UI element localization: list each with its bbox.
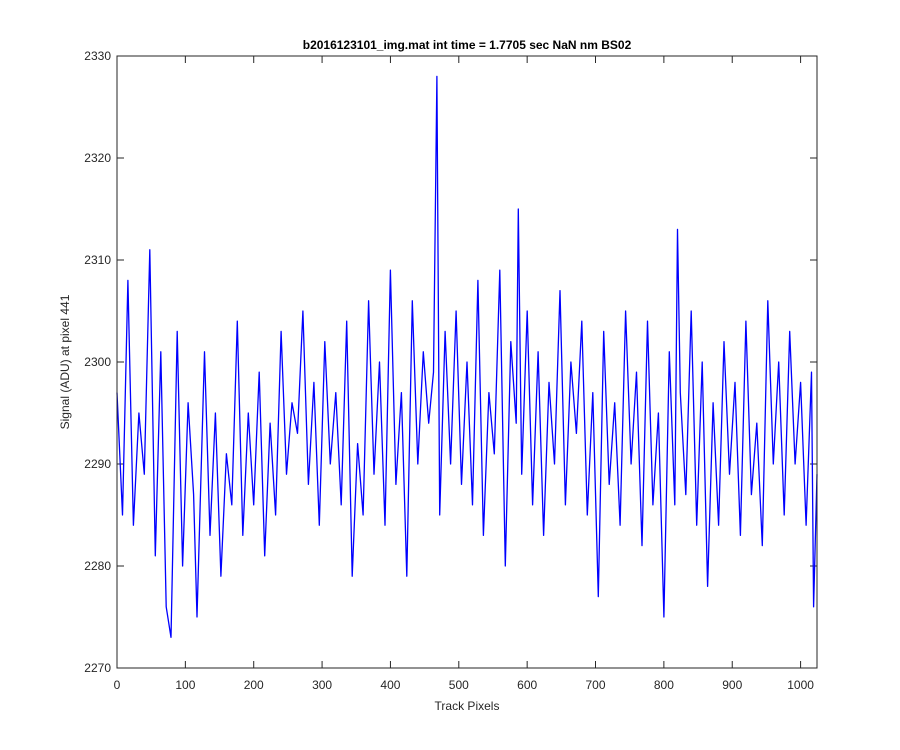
x-tick-label: 500 bbox=[449, 678, 469, 692]
y-tick-label: 2310 bbox=[84, 253, 111, 267]
axes-box bbox=[116, 55, 818, 669]
x-tick-label: 800 bbox=[654, 678, 674, 692]
x-tick-label: 0 bbox=[114, 678, 121, 692]
x-axis-label: Track Pixels bbox=[435, 699, 500, 713]
chart-title: b2016123101_img.mat int time = 1.7705 se… bbox=[303, 38, 632, 52]
x-tick-label: 700 bbox=[586, 678, 606, 692]
y-axis-ticks: 2270 2280 2290 2300 2310 2320 2330 bbox=[84, 49, 817, 675]
x-tick-label: 300 bbox=[312, 678, 332, 692]
x-tick-label: 900 bbox=[722, 678, 742, 692]
y-tick-label: 2270 bbox=[84, 661, 111, 675]
y-tick-label: 2320 bbox=[84, 151, 111, 165]
x-tick-label: 200 bbox=[244, 678, 264, 692]
y-tick-label: 2280 bbox=[84, 559, 111, 573]
x-tick-label: 1000 bbox=[787, 678, 814, 692]
series-line bbox=[116, 75, 818, 639]
y-tick-label: 2290 bbox=[84, 457, 111, 471]
y-axis-label: Signal (ADU) at pixel 441 bbox=[58, 294, 72, 429]
y-tick-label: 2330 bbox=[84, 49, 111, 63]
y-tick-label: 2300 bbox=[84, 355, 111, 369]
x-tick-label: 600 bbox=[517, 678, 537, 692]
x-tick-label: 400 bbox=[380, 678, 400, 692]
x-axis-ticks: 0 100 200 300 400 500 600 700 800 900 1000 bbox=[114, 56, 814, 692]
x-tick-label: 100 bbox=[175, 678, 195, 692]
